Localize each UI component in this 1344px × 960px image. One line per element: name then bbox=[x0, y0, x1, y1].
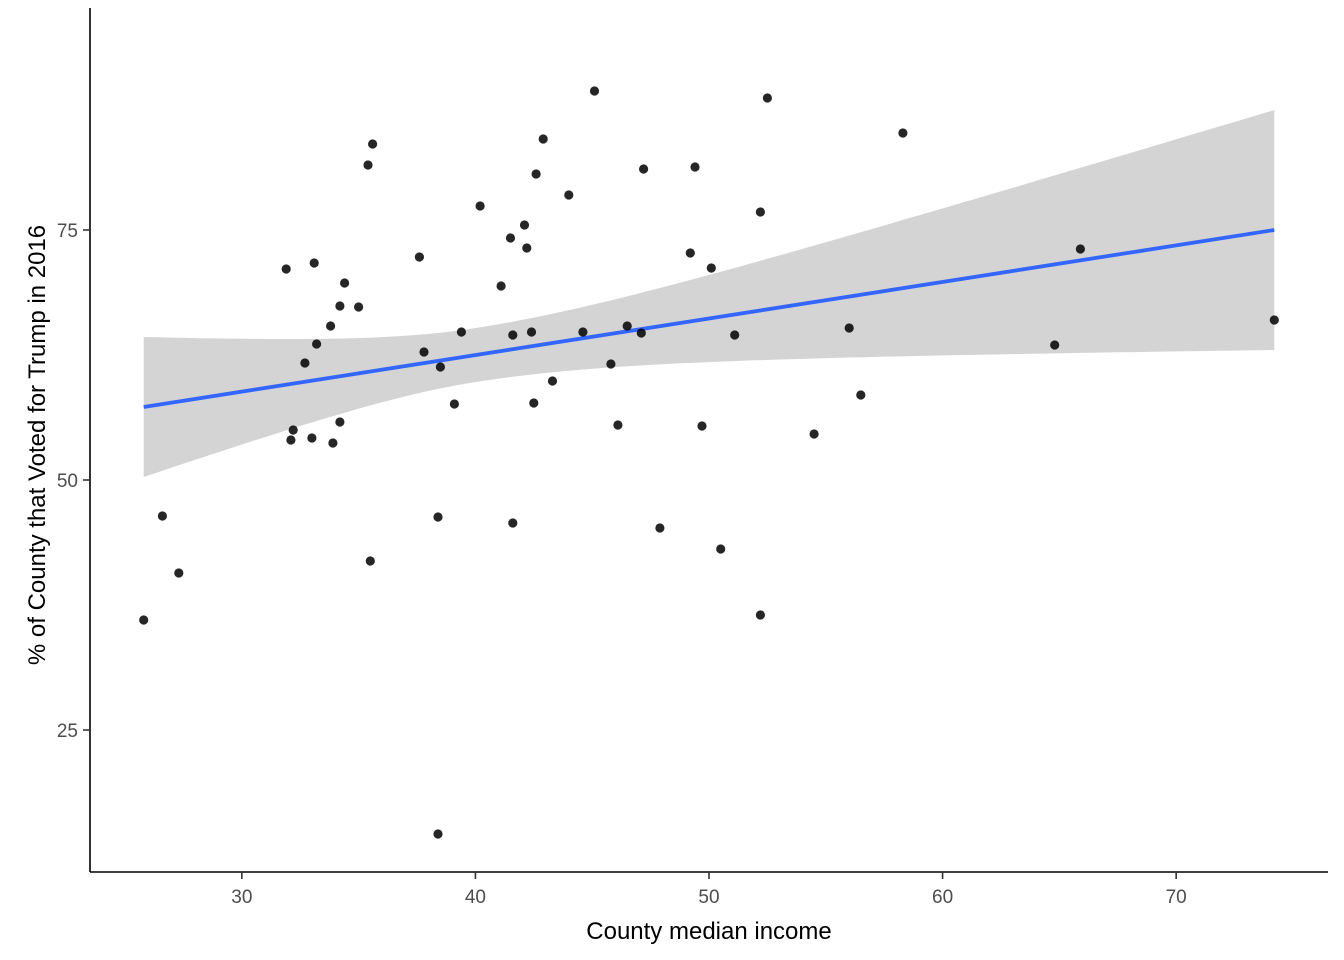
data-point bbox=[340, 278, 350, 288]
data-point bbox=[706, 263, 716, 273]
data-point bbox=[522, 243, 532, 253]
data-point bbox=[286, 435, 296, 445]
data-point bbox=[636, 328, 646, 338]
x-axis-ticks: 30 40 50 60 70 bbox=[231, 872, 1187, 908]
data-point bbox=[433, 512, 443, 522]
data-point bbox=[531, 169, 541, 179]
data-point bbox=[622, 321, 632, 331]
y-axis-title: % of County that Voted for Trump in 2016 bbox=[24, 225, 51, 665]
data-point bbox=[363, 160, 373, 170]
data-point bbox=[508, 518, 518, 528]
data-point bbox=[898, 128, 908, 138]
data-point bbox=[435, 362, 445, 372]
data-point bbox=[312, 339, 322, 349]
data-point bbox=[449, 399, 459, 409]
y-tick-label: 25 bbox=[57, 721, 78, 742]
data-point bbox=[755, 207, 766, 217]
data-point bbox=[368, 139, 378, 149]
x-tick-label: 30 bbox=[231, 887, 252, 908]
data-point bbox=[762, 93, 773, 103]
data-point bbox=[538, 134, 548, 144]
data-point bbox=[174, 568, 184, 578]
data-point bbox=[335, 301, 345, 311]
data-point bbox=[309, 258, 319, 268]
data-point bbox=[496, 281, 506, 291]
data-point bbox=[354, 302, 364, 312]
data-point bbox=[139, 615, 149, 625]
regression-line bbox=[143, 228, 1275, 409]
data-point bbox=[433, 829, 443, 839]
data-point bbox=[613, 420, 623, 430]
x-axis-title: County median income bbox=[586, 918, 831, 945]
data-point bbox=[606, 359, 616, 369]
data-point bbox=[456, 327, 466, 337]
confidence-band bbox=[143, 110, 1275, 477]
data-point bbox=[685, 248, 695, 258]
x-tick-label: 40 bbox=[465, 887, 486, 908]
fit-line-layer bbox=[143, 228, 1275, 409]
data-point bbox=[281, 264, 291, 274]
data-point bbox=[1050, 340, 1060, 350]
data-point bbox=[326, 321, 336, 331]
y-axis-ticks: 25 50 75 bbox=[57, 221, 90, 742]
data-point bbox=[475, 201, 485, 211]
data-point bbox=[529, 398, 539, 408]
data-point bbox=[508, 330, 518, 340]
data-point bbox=[844, 323, 854, 333]
points-layer bbox=[139, 86, 1279, 839]
data-point bbox=[414, 252, 424, 262]
data-point bbox=[365, 556, 375, 566]
x-tick-label: 60 bbox=[932, 887, 953, 908]
data-point bbox=[519, 220, 530, 230]
data-point bbox=[288, 425, 298, 435]
data-point bbox=[730, 330, 740, 340]
data-point bbox=[300, 358, 310, 368]
data-point bbox=[335, 417, 345, 427]
data-point bbox=[755, 610, 766, 620]
data-point bbox=[1075, 244, 1085, 254]
data-point bbox=[578, 327, 588, 337]
data-point bbox=[690, 162, 700, 172]
data-point bbox=[307, 433, 317, 443]
x-tick-label: 50 bbox=[698, 887, 719, 908]
data-point bbox=[1269, 315, 1279, 325]
x-tick-label: 70 bbox=[1166, 887, 1187, 908]
data-point bbox=[505, 233, 516, 243]
data-point bbox=[716, 544, 726, 554]
data-point bbox=[564, 190, 574, 200]
y-tick-label: 50 bbox=[57, 471, 78, 492]
data-point bbox=[589, 86, 600, 96]
data-point bbox=[419, 347, 429, 357]
data-point bbox=[328, 438, 338, 448]
data-point bbox=[547, 376, 558, 386]
y-tick-label: 75 bbox=[57, 221, 78, 242]
data-point bbox=[809, 429, 819, 439]
data-point bbox=[157, 511, 167, 521]
data-point bbox=[526, 327, 537, 337]
ci-band-layer bbox=[143, 110, 1275, 477]
data-point bbox=[655, 523, 665, 533]
data-point bbox=[639, 164, 649, 174]
data-point bbox=[697, 421, 707, 431]
data-point bbox=[856, 390, 866, 400]
